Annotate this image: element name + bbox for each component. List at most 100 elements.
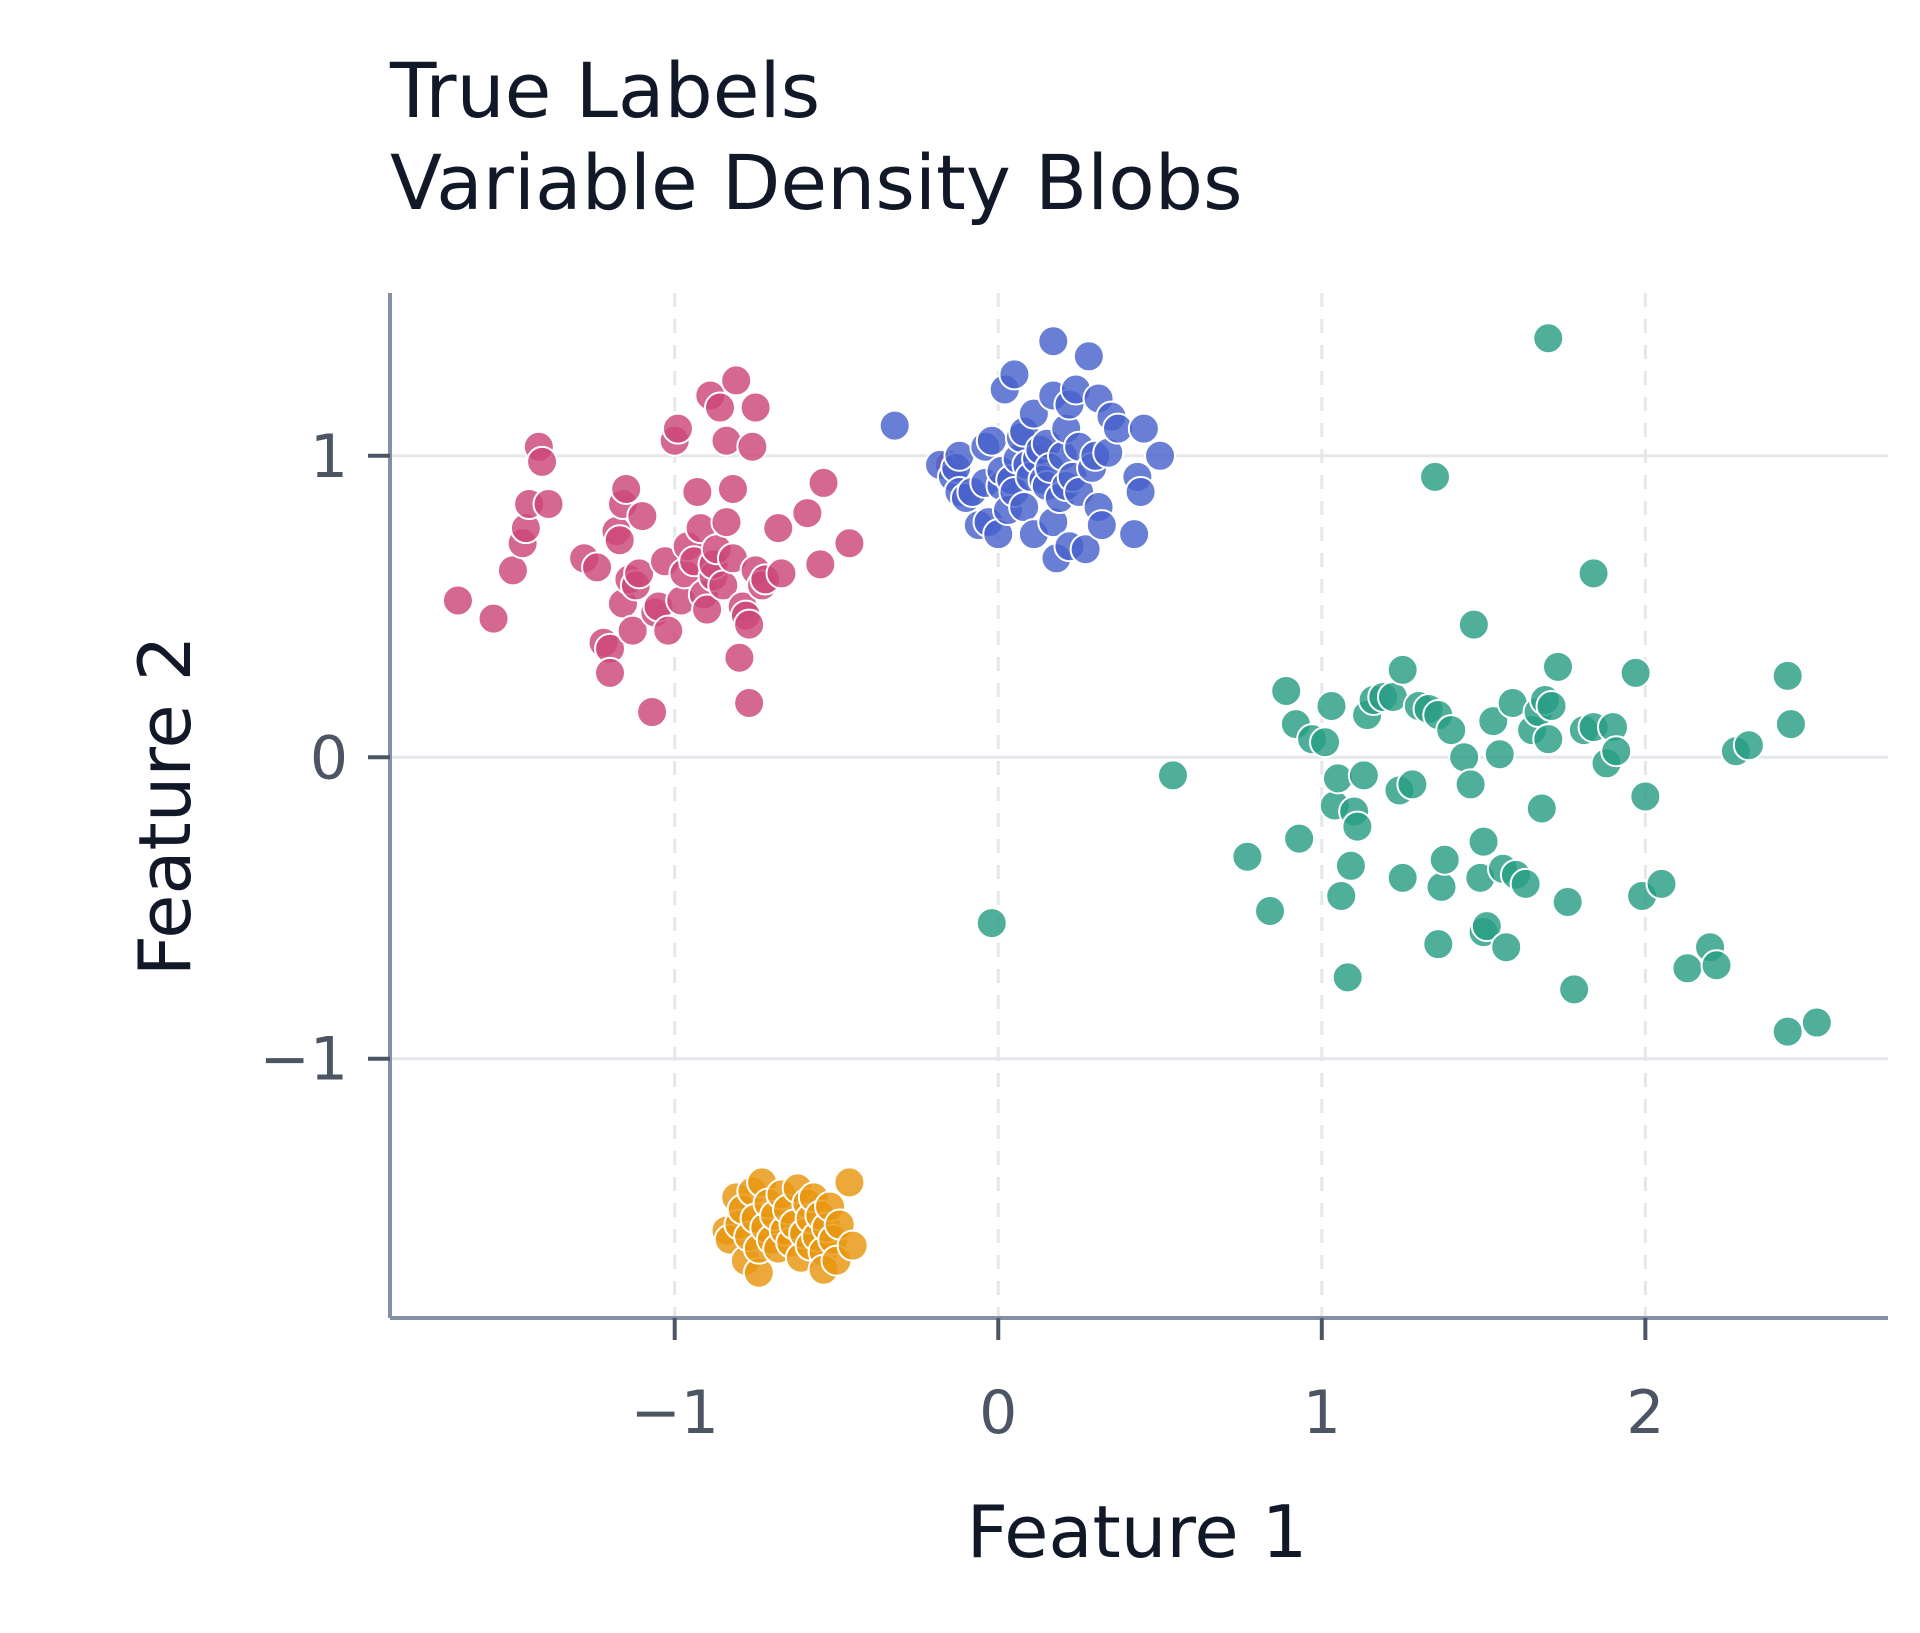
series-2: [975, 322, 1833, 1048]
data-point: [1732, 729, 1765, 762]
data-point: [1231, 840, 1264, 873]
data-point: [1509, 867, 1542, 900]
data-point: [720, 364, 753, 397]
data-point: [1467, 825, 1500, 858]
chart-title: True Labels: [389, 46, 820, 135]
series-3: [710, 1166, 869, 1289]
data-point: [975, 907, 1008, 940]
series-0: [441, 364, 966, 729]
data-point: [1037, 325, 1070, 358]
data-point: [1448, 741, 1481, 774]
data-point: [1558, 973, 1591, 1006]
data-point: [1629, 780, 1662, 813]
x-tick-label: −1: [630, 1378, 718, 1448]
data-point: [723, 641, 756, 674]
data-point: [1156, 759, 1189, 792]
data-point: [1700, 949, 1733, 982]
data-point: [603, 524, 636, 557]
data-point: [1577, 557, 1610, 590]
data-point: [1325, 879, 1358, 912]
data-point: [477, 602, 510, 635]
data-point: [765, 557, 798, 590]
data-point: [636, 696, 669, 729]
data-point: [441, 584, 474, 617]
gridlines: [390, 293, 1888, 1318]
data-point: [1771, 1015, 1804, 1048]
data-point: [1072, 340, 1105, 373]
data-point: [710, 506, 743, 539]
data-point: [1386, 653, 1419, 686]
data-point: [1008, 491, 1041, 524]
data-point: [998, 358, 1031, 391]
data-point: [710, 424, 743, 457]
data-point: [1774, 708, 1807, 741]
data-point: [804, 548, 837, 581]
data-point: [581, 551, 614, 584]
data-point: [733, 608, 766, 641]
chart-subtitle: Variable Density Blobs: [390, 138, 1243, 227]
data-point: [1551, 885, 1584, 918]
data-point: [1254, 895, 1287, 928]
data-point: [807, 466, 840, 499]
data-point: [1422, 928, 1455, 961]
data-point: [1085, 509, 1118, 542]
data-point: [691, 593, 724, 626]
data-point: [1525, 792, 1558, 825]
data-point: [1334, 849, 1367, 882]
data-point: [1419, 460, 1452, 493]
data-point: [1535, 690, 1568, 723]
y-tick-label: 0: [310, 723, 348, 793]
data-point: [610, 472, 643, 505]
data-point: [1331, 961, 1364, 994]
data-point: [1069, 533, 1102, 566]
data-point: [1619, 656, 1652, 689]
data-point: [791, 497, 824, 530]
data-point: [878, 409, 911, 442]
data-point: [736, 430, 769, 463]
ticks: −1 0 1 2 −1 0 1: [260, 422, 1665, 1448]
x-tick-label: 0: [979, 1378, 1017, 1448]
data-point: [1347, 759, 1380, 792]
data-point: [1386, 861, 1419, 894]
x-tick-label: 2: [1626, 1378, 1664, 1448]
data-point: [975, 424, 1008, 457]
series-1: [878, 325, 1177, 575]
data-point: [1483, 738, 1516, 771]
data-point: [661, 412, 694, 445]
data-point: [626, 500, 659, 533]
data-point: [623, 557, 656, 590]
data-point: [733, 687, 766, 719]
data-point: [1315, 690, 1348, 723]
data-point: [1800, 1006, 1833, 1039]
axes: [388, 293, 1888, 1320]
data-point: [1124, 475, 1157, 508]
data-point: [1428, 843, 1461, 876]
data-point: [836, 1229, 869, 1262]
data-point: [1283, 822, 1316, 855]
data-point: [1341, 810, 1374, 843]
y-tick-label: 1: [310, 422, 348, 492]
data-point: [1270, 674, 1303, 707]
data-point: [1457, 608, 1490, 641]
data-point: [594, 656, 627, 689]
y-axis-label: Feature 2: [123, 636, 207, 977]
data-point: [1127, 412, 1160, 445]
data-point: [1771, 659, 1804, 692]
data-point: [496, 554, 529, 587]
data-point: [652, 614, 685, 647]
data-point: [1532, 322, 1565, 355]
data-point: [1435, 714, 1468, 747]
data-point: [1454, 768, 1487, 801]
data-point: [716, 472, 749, 505]
data-point: [1600, 735, 1633, 768]
data-point: [532, 488, 565, 521]
x-axis-label: Feature 1: [967, 1490, 1308, 1574]
data-point: [762, 512, 795, 545]
data-point: [616, 614, 649, 647]
data-point: [1144, 439, 1177, 472]
data-point: [526, 445, 559, 478]
data-point: [1470, 910, 1503, 943]
data-point: [704, 391, 737, 424]
